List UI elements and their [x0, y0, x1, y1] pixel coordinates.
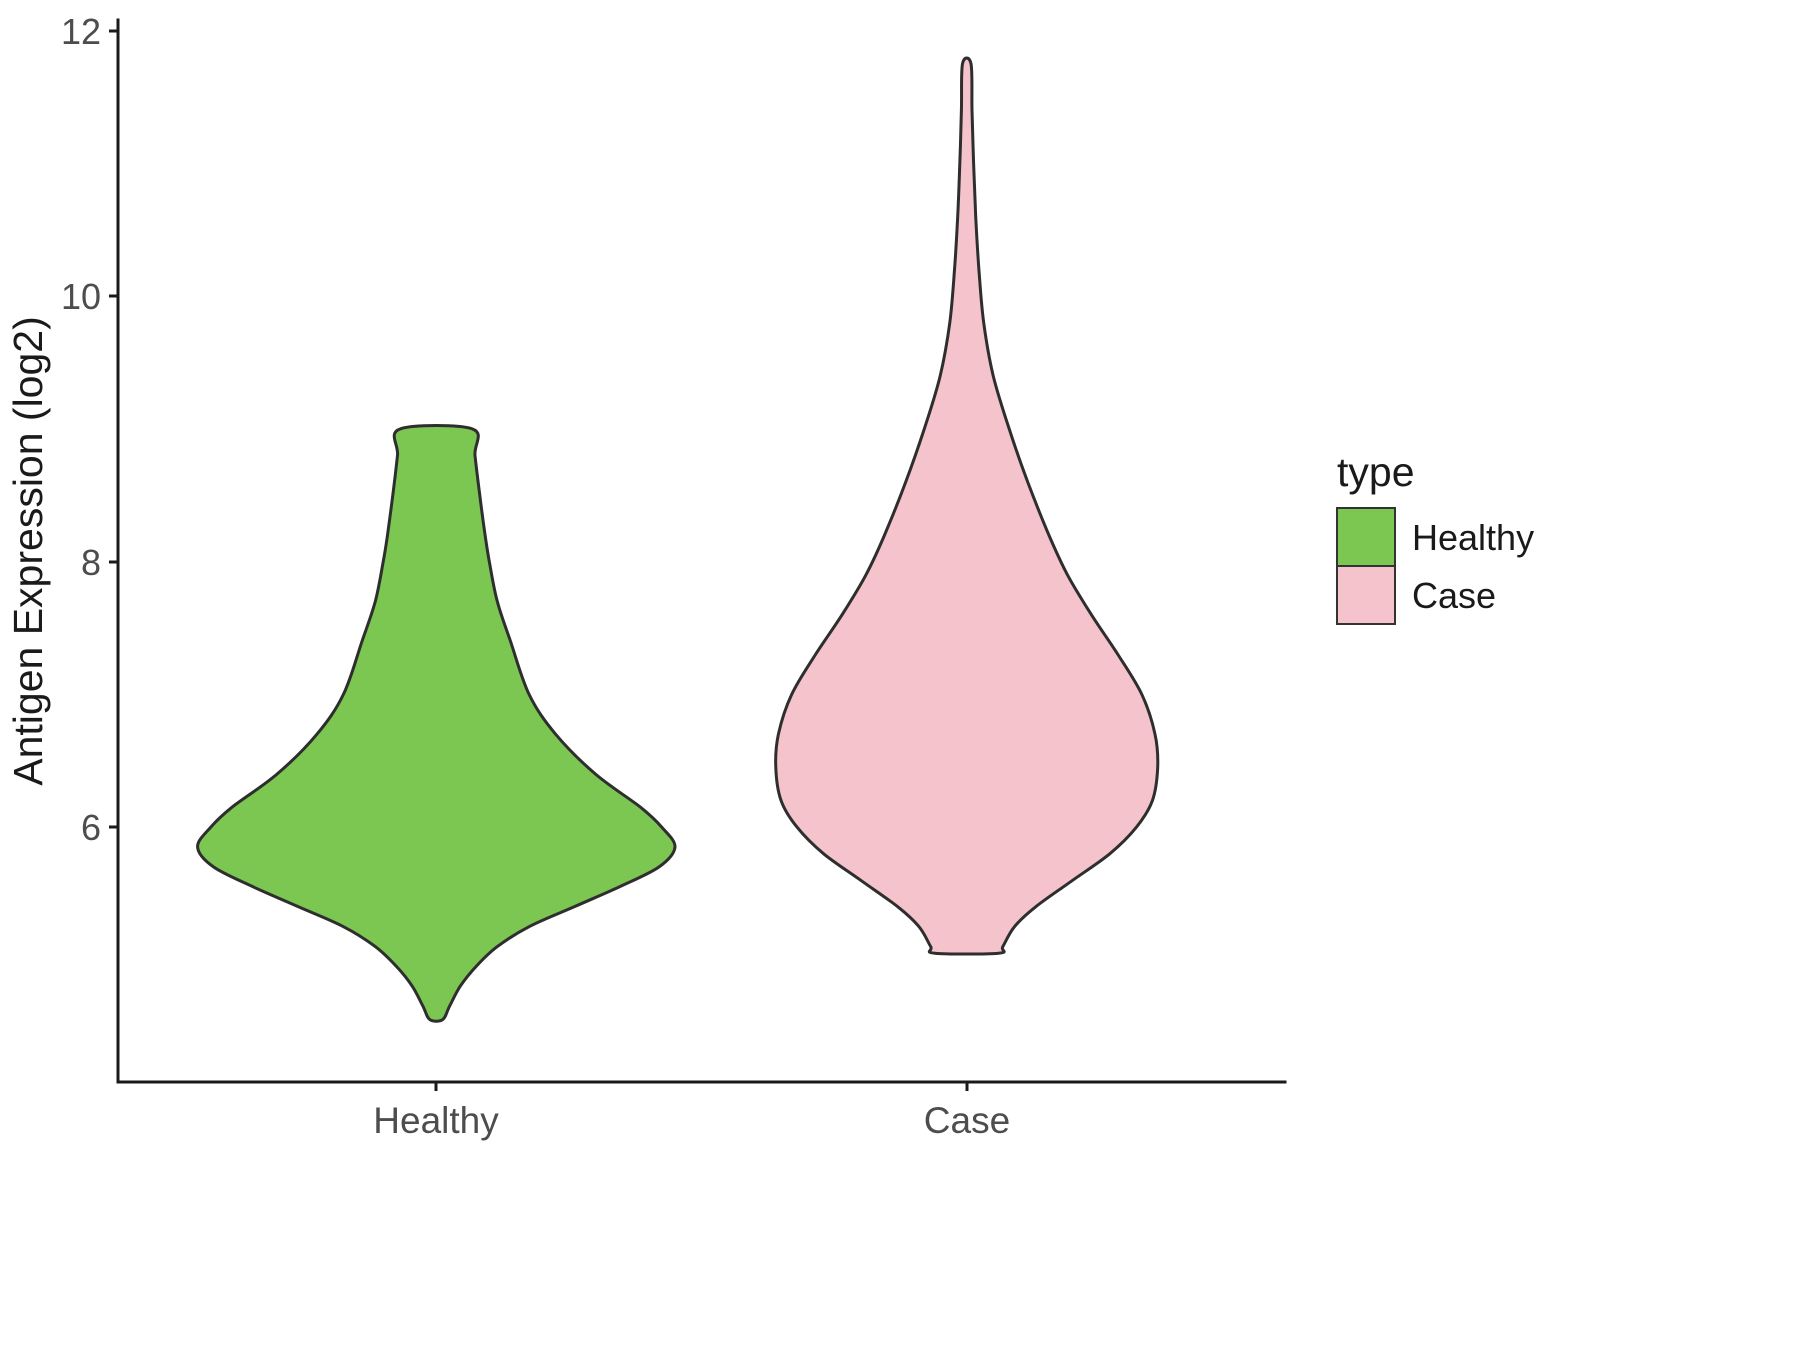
legend-label-case: Case	[1412, 575, 1496, 616]
y-axis-title: Antigen Expression (log2)	[5, 316, 51, 785]
legend: type Healthy Case	[1336, 449, 1534, 625]
y-tick-label: 8	[81, 542, 101, 583]
violin-healthy	[196, 424, 677, 1023]
x-axis-labels: Healthy Case	[373, 1100, 1010, 1141]
y-tick-label: 12	[61, 11, 101, 52]
axes	[109, 18, 1287, 1091]
legend-key-healthy	[1336, 507, 1396, 567]
y-tick-label: 6	[81, 807, 101, 848]
legend-label-healthy: Healthy	[1412, 517, 1534, 558]
x-tick-label-case: Case	[924, 1100, 1010, 1141]
legend-title: type	[1337, 449, 1415, 495]
y-axis-labels: 12 10 8 6	[61, 11, 101, 848]
violins	[196, 56, 1160, 1023]
violin-case	[774, 56, 1160, 956]
legend-key-case	[1336, 565, 1396, 625]
x-tick-label-healthy: Healthy	[373, 1100, 499, 1141]
y-tick-label: 10	[61, 276, 101, 317]
